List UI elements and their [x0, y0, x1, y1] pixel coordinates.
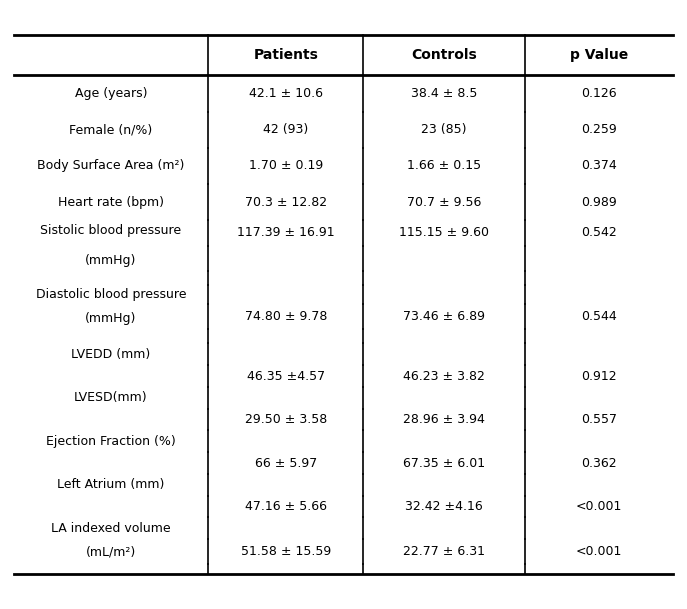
Text: Ejection Fraction (%): Ejection Fraction (%) [46, 435, 176, 448]
Text: 42.1 ± 10.6: 42.1 ± 10.6 [249, 87, 323, 100]
Text: 70.3 ± 12.82: 70.3 ± 12.82 [245, 195, 327, 209]
Text: Age (years): Age (years) [75, 87, 147, 100]
Text: Left Atrium (mm): Left Atrium (mm) [57, 478, 165, 491]
Text: 70.7 ± 9.56: 70.7 ± 9.56 [407, 195, 482, 209]
Text: 0.557: 0.557 [581, 413, 617, 426]
Text: Body Surface Area (m²): Body Surface Area (m²) [37, 160, 185, 172]
Text: p Value: p Value [570, 48, 628, 62]
Text: 42 (93): 42 (93) [263, 123, 308, 136]
Text: 1.70 ± 0.19: 1.70 ± 0.19 [249, 160, 323, 172]
Text: (mL/m²): (mL/m²) [86, 545, 136, 558]
Text: <0.001: <0.001 [576, 500, 622, 513]
Text: (mmHg): (mmHg) [85, 254, 137, 267]
Text: Heart rate (bpm): Heart rate (bpm) [58, 195, 164, 209]
Text: 115.15 ± 9.60: 115.15 ± 9.60 [399, 227, 489, 239]
Text: Female (n/%): Female (n/%) [69, 123, 153, 136]
Text: 74.80 ± 9.78: 74.80 ± 9.78 [245, 310, 327, 323]
Text: 0.374: 0.374 [581, 160, 617, 172]
Text: LA indexed volume: LA indexed volume [52, 522, 171, 535]
Text: 0.542: 0.542 [581, 227, 617, 239]
Text: Diastolic blood pressure: Diastolic blood pressure [36, 288, 186, 301]
Text: 0.126: 0.126 [581, 87, 617, 100]
Text: 51.58 ± 15.59: 51.58 ± 15.59 [240, 545, 331, 558]
Text: LVEDD (mm): LVEDD (mm) [71, 348, 150, 361]
Text: Controls: Controls [412, 48, 477, 62]
Text: 0.259: 0.259 [581, 123, 617, 136]
Text: 0.989: 0.989 [581, 195, 617, 209]
Text: 23 (85): 23 (85) [421, 123, 467, 136]
Text: 46.23 ± 3.82: 46.23 ± 3.82 [403, 370, 485, 382]
Text: LVESD(mm): LVESD(mm) [74, 392, 148, 404]
Text: 117.39 ± 16.91: 117.39 ± 16.91 [237, 227, 335, 239]
Text: 0.544: 0.544 [581, 310, 617, 323]
Text: 22.77 ± 6.31: 22.77 ± 6.31 [403, 545, 485, 558]
Text: 67.35 ± 6.01: 67.35 ± 6.01 [403, 457, 485, 470]
Text: <0.001: <0.001 [576, 545, 622, 558]
Text: Patients: Patients [254, 48, 318, 62]
Text: 38.4 ± 8.5: 38.4 ± 8.5 [411, 87, 477, 100]
Text: 1.66 ± 0.15: 1.66 ± 0.15 [407, 160, 481, 172]
Text: Sistolic blood pressure: Sistolic blood pressure [41, 224, 181, 237]
Text: 29.50 ± 3.58: 29.50 ± 3.58 [245, 413, 327, 426]
Text: 47.16 ± 5.66: 47.16 ± 5.66 [245, 500, 327, 513]
Text: 0.912: 0.912 [581, 370, 617, 382]
Text: 73.46 ± 6.89: 73.46 ± 6.89 [403, 310, 485, 323]
Text: 0.362: 0.362 [581, 457, 617, 470]
Text: 66 ± 5.97: 66 ± 5.97 [255, 457, 317, 470]
Text: 28.96 ± 3.94: 28.96 ± 3.94 [403, 413, 485, 426]
Text: 32.42 ±4.16: 32.42 ±4.16 [405, 500, 483, 513]
Text: 46.35 ±4.57: 46.35 ±4.57 [247, 370, 325, 382]
Text: (mmHg): (mmHg) [85, 312, 137, 325]
